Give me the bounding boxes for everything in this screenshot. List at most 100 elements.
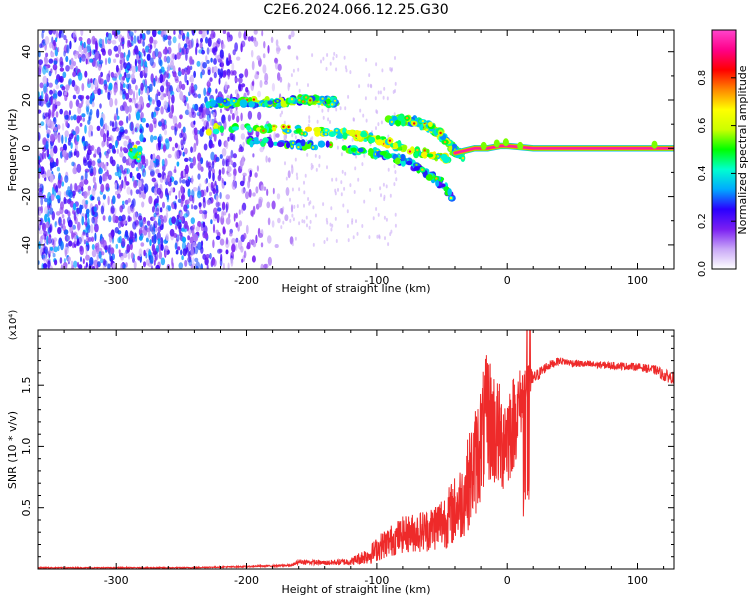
heatmap-noise-cell [74, 148, 77, 156]
heatmap-noise-cell [191, 111, 197, 119]
heatmap-noise-cell [47, 260, 51, 269]
heatmap-noise-cell [61, 85, 66, 91]
heatmap-noise-cell [305, 215, 308, 220]
heatmap-noise-cell [50, 164, 53, 172]
heatmap-noise-cell [200, 157, 204, 165]
heatmap-noise-cell [84, 170, 88, 180]
heatmap-noise-cell [53, 145, 58, 154]
heatmap-noise-cell [64, 91, 67, 97]
heatmap-noise-cell [215, 235, 221, 240]
heatmap-noise-cell [68, 133, 74, 140]
heatmap-noise-cell [43, 246, 49, 256]
heatmap-noise-cell [120, 146, 123, 152]
heatmap-noise-cell [38, 230, 43, 235]
heatmap-noise-cell [55, 37, 58, 43]
heatmap-noise-cell [180, 185, 184, 194]
heatmap-noise-cell [53, 237, 58, 242]
heatmap-noise-cell [219, 192, 222, 199]
heatmap-noise-cell [52, 63, 58, 71]
heatmap-noise-cell [263, 41, 266, 49]
heatmap-noise-cell [52, 30, 57, 35]
heatmap-noise-cell [77, 221, 81, 231]
heatmap-noise-cell [126, 54, 130, 62]
heatmap-noise-cell [276, 193, 281, 200]
heatmap-noise-cell [149, 239, 152, 247]
heatmap-noise-cell [75, 126, 80, 135]
heatmap-noise-cell [61, 214, 65, 219]
heatmap-noise-cell [162, 143, 166, 153]
heatmap-noise-cell [76, 163, 82, 173]
heatmap-noise-cell [323, 240, 326, 244]
heatmap-noise-cell [106, 169, 109, 177]
heatmap-noise-cell [50, 148, 54, 158]
heatmap-noise-cell [139, 160, 142, 170]
heatmap-noise-cell [100, 48, 106, 53]
heatmap-noise-cell [77, 72, 83, 81]
heatmap-noise-cell [192, 229, 195, 236]
heatmap-noise-cell [56, 101, 61, 107]
heatmap-noise-cell [202, 106, 207, 115]
heatmap-noise-cell [260, 184, 265, 192]
heatmap-trace-cell [286, 141, 291, 149]
heatmap-noise-cell [175, 195, 178, 200]
heatmap-noise-cell [122, 147, 127, 152]
heatmap-noise-cell [86, 43, 91, 53]
heatmap-noise-cell [184, 43, 187, 49]
heatmap-noise-cell [240, 123, 245, 131]
heatmap-noise-cell [128, 113, 131, 121]
heatmap-noise-cell [42, 146, 47, 152]
heatmap-noise-cell [223, 120, 227, 130]
heatmap-noise-cell [72, 130, 77, 136]
heatmap-noise-cell [153, 220, 158, 229]
spectrogram-y-axis-label: Frequency (Hz) [6, 109, 19, 192]
heatmap-noise-cell [39, 43, 43, 49]
heatmap-noise-cell [254, 172, 258, 178]
heatmap-noise-cell [393, 182, 396, 187]
heatmap-noise-cell [353, 190, 356, 194]
heatmap-noise-cell [63, 50, 66, 57]
heatmap-noise-cell [272, 187, 275, 195]
heatmap-noise-cell [182, 151, 185, 157]
heatmap-noise-cell [208, 165, 213, 172]
heatmap-noise-cell [344, 106, 347, 111]
heatmap-noise-cell [207, 79, 210, 86]
heatmap-noise-cell [90, 236, 95, 242]
heatmap-noise-cell [266, 188, 269, 196]
heatmap-noise-cell [131, 175, 135, 182]
heatmap-noise-cell [220, 253, 223, 262]
heatmap-noise-cell [352, 235, 355, 240]
heatmap-noise-cell [78, 36, 83, 42]
heatmap-noise-cell [48, 58, 54, 64]
heatmap-noise-cell [74, 53, 78, 60]
heatmap-trace-core [415, 163, 418, 166]
heatmap-noise-cell [231, 135, 234, 141]
heatmap-noise-cell [197, 220, 202, 228]
heatmap-noise-cell [176, 52, 181, 60]
heatmap-noise-cell [252, 153, 255, 158]
heatmap-trace-cell [137, 145, 143, 153]
heatmap-noise-cell [285, 134, 288, 138]
heatmap-noise-cell [189, 74, 195, 83]
heatmap-noise-cell [237, 224, 240, 232]
heatmap-noise-cell [282, 220, 285, 225]
heatmap-noise-cell [202, 253, 207, 260]
heatmap-noise-cell [275, 133, 280, 138]
heatmap-noise-cell [164, 129, 167, 136]
heatmap-noise-cell [212, 259, 217, 267]
x-tick-label: -300 [104, 274, 129, 287]
heatmap-noise-cell [296, 176, 299, 180]
heatmap-noise-cell [184, 164, 189, 175]
heatmap-noise-cell [344, 171, 347, 176]
heatmap-noise-cell [293, 204, 296, 209]
heatmap-trace-cell [249, 140, 254, 148]
heatmap-noise-cell [87, 78, 90, 85]
heatmap-trace-core [405, 116, 409, 120]
heatmap-noise-cell [64, 130, 69, 138]
heatmap-noise-cell [320, 59, 322, 64]
heatmap-noise-cell [176, 161, 180, 167]
heatmap-noise-cell [154, 233, 157, 244]
heatmap-trace-cell [342, 132, 348, 140]
spectrogram-frame [37, 29, 675, 270]
heatmap-noise-cell [393, 112, 396, 117]
heatmap-trace-core [302, 100, 305, 103]
